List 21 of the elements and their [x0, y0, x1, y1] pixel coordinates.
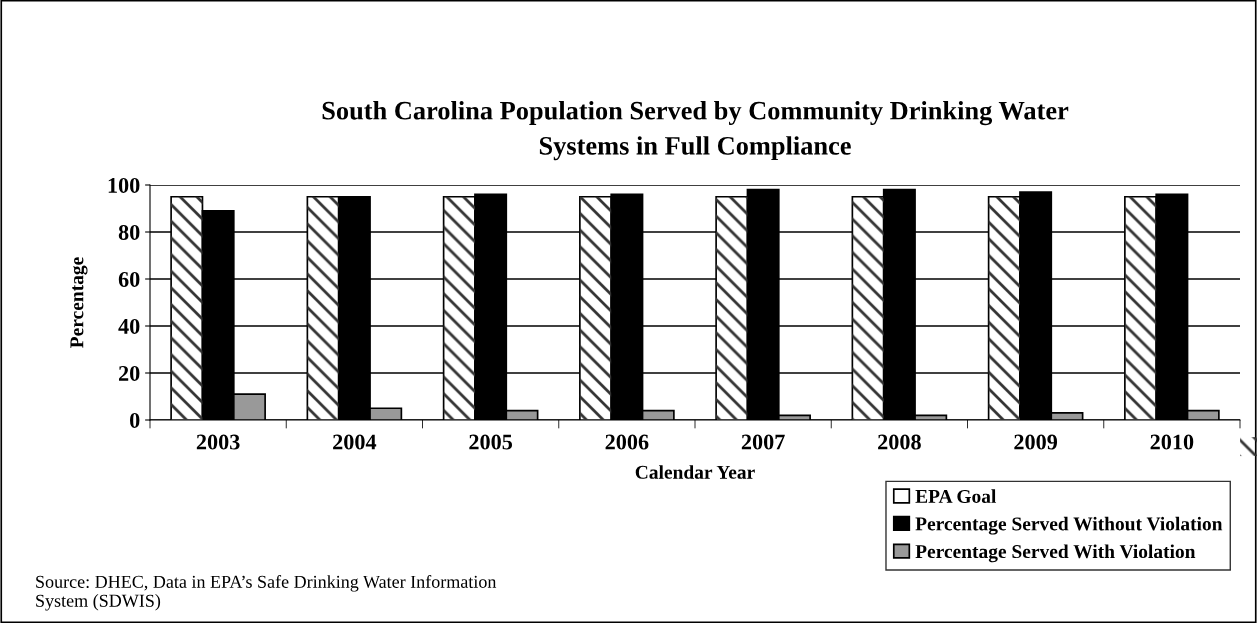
legend-label: EPA Goal: [915, 489, 997, 503]
x-axis-title: Calendar Year: [635, 465, 755, 479]
y-tick-label: 0: [130, 412, 140, 428]
y-tick-label: 40: [118, 318, 140, 334]
x-tick-label: 2004: [333, 434, 377, 450]
x-tick-label: 2007: [741, 434, 785, 450]
legend-label: Percentage Served With Violation: [915, 544, 1196, 563]
chart-title: South Carolina Population Served by Community Drinking Water Systems in Full Compliance: [322, 101, 1069, 161]
x-tick-label: 2008: [878, 434, 921, 450]
legend-label: Percentage Served Without Violation: [915, 516, 1223, 535]
x-tick-label: 2005: [469, 434, 513, 450]
y-axis-title: Percentage: [70, 257, 88, 348]
x-tick-label: 2006: [605, 434, 649, 450]
x-tick-label: 2003: [196, 434, 240, 450]
x-tick-label: 2009: [1014, 434, 1058, 450]
y-tick-label: 80: [118, 224, 140, 240]
y-tick-label: 100: [108, 177, 140, 193]
source-note: Source: DHEC, Data in EPA’s Safe Drinking Water Information System (SDWIS): [36, 575, 497, 611]
y-tick-label: 60: [118, 271, 140, 287]
x-tick-label: 2010: [1150, 434, 1194, 450]
y-tick-label: 20: [118, 365, 140, 381]
